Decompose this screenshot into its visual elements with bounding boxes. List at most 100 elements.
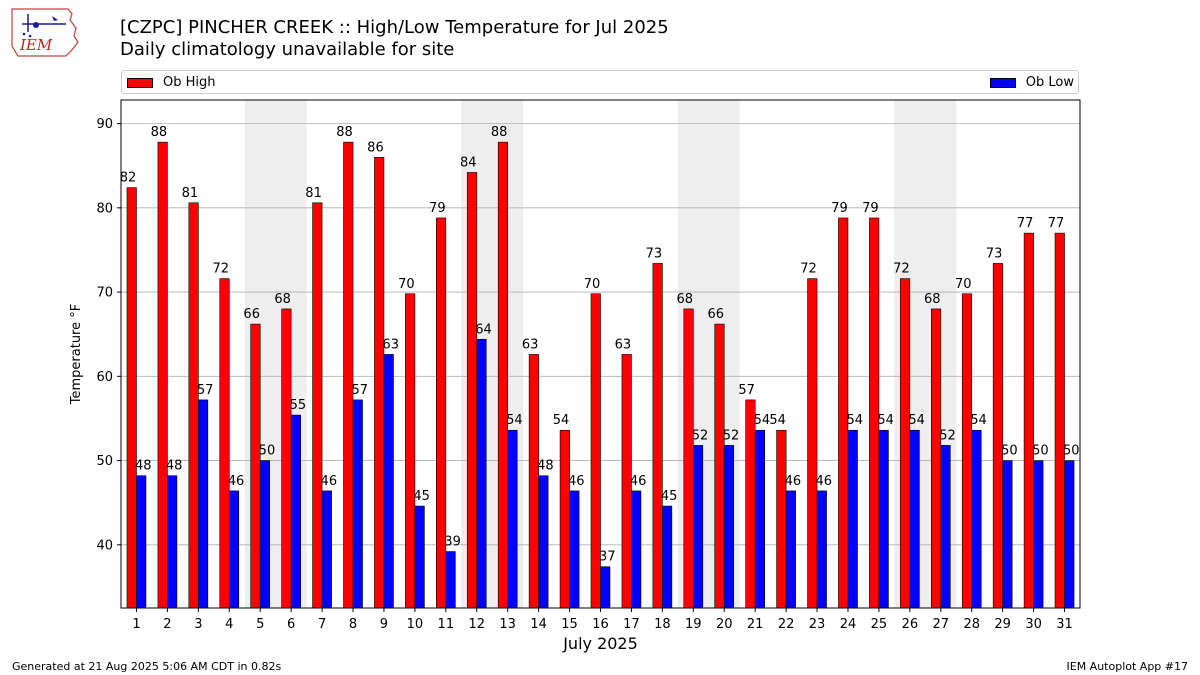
app-note: IEM Autoplot App #17 — [1066, 660, 1189, 673]
bar-low — [693, 445, 704, 609]
bar-high — [188, 202, 199, 609]
data-label-high: 73 — [646, 246, 663, 261]
data-label-high: 79 — [831, 201, 848, 216]
x-tick-label: 7 — [318, 617, 326, 632]
bar-high — [343, 141, 354, 609]
title-line-1: [CZPC] PINCHER CREEK :: High/Low Tempera… — [120, 17, 669, 38]
x-tick-label: 19 — [685, 617, 702, 632]
data-label-low: 45 — [661, 489, 678, 504]
bar-high — [157, 141, 168, 609]
x-tick-label: 26 — [902, 617, 919, 632]
data-label-low: 48 — [537, 459, 554, 474]
data-label-low: 52 — [692, 428, 709, 443]
data-label-low: 64 — [475, 322, 492, 337]
data-label-low: 57 — [351, 383, 368, 398]
x-tick-label: 15 — [561, 617, 578, 632]
data-label-low: 45 — [413, 489, 430, 504]
x-axis-label: July 2025 — [562, 634, 638, 653]
bar-high — [126, 187, 137, 609]
data-label-high: 66 — [707, 307, 724, 322]
data-label-high: 79 — [429, 201, 446, 216]
legend-item-high: Ob High — [127, 75, 216, 90]
x-tick-label: 29 — [994, 617, 1011, 632]
y-tick-label: 40 — [96, 538, 113, 553]
data-label-high: 54 — [553, 413, 570, 428]
data-label-low: 46 — [321, 474, 338, 489]
data-label-low: 54 — [846, 413, 863, 428]
data-label-low: 48 — [166, 459, 183, 474]
x-tick-label: 11 — [438, 617, 455, 632]
x-tick-label: 31 — [1056, 617, 1073, 632]
bar-low — [1002, 460, 1013, 609]
data-label-high: 79 — [862, 201, 879, 216]
bar-high — [405, 293, 416, 609]
data-label-high: 84 — [460, 155, 477, 170]
bar-low — [259, 460, 271, 609]
bar-high — [1054, 232, 1065, 609]
bar-high — [930, 308, 942, 609]
data-label-low: 46 — [785, 474, 802, 489]
bar-high — [374, 156, 385, 609]
x-tick-label: 22 — [778, 617, 795, 632]
x-tick-label: 9 — [380, 617, 388, 632]
data-label-high: 68 — [924, 292, 941, 307]
bar-low — [1064, 460, 1075, 609]
x-tick-label: 14 — [530, 617, 547, 632]
bar-high — [281, 308, 292, 609]
bar-low — [569, 490, 580, 609]
x-tick-label: 20 — [716, 617, 733, 632]
bar-low — [538, 475, 549, 609]
title-line-2: Daily climatology unavailable for site — [120, 39, 455, 60]
data-label-low: 54 — [970, 413, 987, 428]
data-label-high: 72 — [800, 262, 817, 277]
bar-high — [559, 429, 570, 609]
data-label-high: 72 — [213, 262, 230, 277]
data-label-high: 63 — [522, 337, 539, 352]
data-label-low: 46 — [816, 474, 833, 489]
bar-high — [652, 263, 663, 609]
data-label-high: 77 — [1048, 216, 1065, 231]
legend: Ob High Ob Low — [121, 70, 1079, 94]
data-label-low: 50 — [1032, 444, 1049, 459]
data-label-low: 52 — [723, 428, 740, 443]
data-label-low: 37 — [599, 550, 616, 565]
y-axis-label: Temperature °F — [69, 304, 84, 405]
bar-low — [785, 490, 796, 609]
data-label-low: 54 — [908, 413, 925, 428]
legend-item-low: Ob Low — [989, 75, 1074, 90]
bar-low — [445, 551, 456, 609]
legend-swatch-low — [989, 77, 1016, 88]
bar-low — [321, 490, 332, 609]
plot-frame — [120, 99, 1081, 609]
bar-high — [900, 278, 911, 609]
data-label-low: 46 — [630, 474, 647, 489]
data-label-high: 88 — [151, 125, 168, 140]
data-label-high: 81 — [305, 186, 322, 201]
data-label-low: 50 — [1001, 444, 1018, 459]
data-label-low: 52 — [939, 428, 956, 443]
generated-note: Generated at 21 Aug 2025 5:06 AM CDT in … — [12, 660, 282, 673]
x-tick-label: 24 — [840, 617, 857, 632]
data-label-high: 86 — [367, 140, 384, 155]
x-tick-label: 25 — [871, 617, 888, 632]
data-label-low: 54 — [877, 413, 894, 428]
data-label-low: 39 — [444, 535, 461, 550]
data-label-high: 77 — [1017, 216, 1034, 231]
data-label-high: 88 — [491, 125, 508, 140]
data-label-high: 66 — [243, 307, 260, 322]
legend-label-low: Ob Low — [1025, 75, 1074, 90]
legend-swatch-high — [127, 77, 153, 88]
data-label-high: 70 — [398, 277, 415, 292]
data-label-high: 54 — [769, 413, 786, 428]
data-label-high: 73 — [986, 246, 1003, 261]
bar-high — [776, 429, 787, 609]
data-label-low: 48 — [135, 459, 152, 474]
bar-low — [878, 429, 889, 609]
x-tick-label: 30 — [1025, 617, 1042, 632]
x-tick-label: 17 — [623, 617, 640, 632]
bar-low — [940, 445, 951, 609]
data-label-high: 72 — [893, 262, 910, 277]
bar-low — [600, 566, 611, 609]
x-tick-label: 16 — [592, 617, 609, 632]
bar-high — [961, 293, 973, 609]
